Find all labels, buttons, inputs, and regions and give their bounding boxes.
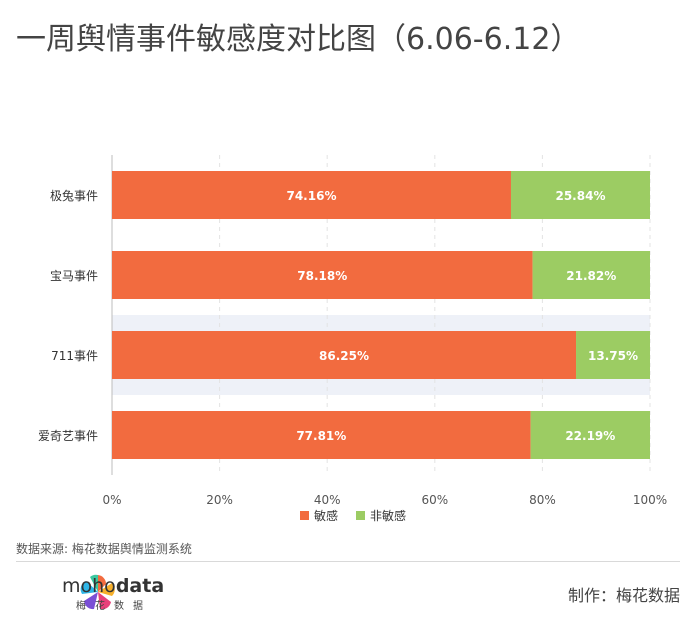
data-source-note: 数据来源: 梅花数据舆情监测系统 (16, 542, 192, 556)
bar-segment (112, 411, 531, 459)
bar-segment (112, 331, 577, 379)
bar-segment (530, 411, 650, 459)
legend-label: 非敏感 (370, 508, 406, 523)
bar-segment (576, 331, 650, 379)
bar-segment (532, 251, 650, 299)
bar-segment (112, 251, 533, 299)
x-tick-label: 0% (102, 493, 121, 507)
bar-chart: 0% 20% 40% 60% 80% 100% 极兔事件 74.16% 25.84% 宝马事件 78… (38, 155, 667, 523)
x-tick-label: 100% (633, 493, 667, 507)
legend-swatch (356, 511, 365, 520)
data-label: 86.25% (319, 349, 369, 363)
x-tick-label: 20% (206, 493, 233, 507)
logo-wordmark: mohodata (62, 575, 165, 597)
data-label: 25.84% (555, 189, 605, 203)
chart-title: 一周舆情事件敏感度对比图（6.06-6.12） (16, 22, 581, 57)
data-label: 21.82% (566, 269, 616, 283)
bar-segment (112, 171, 511, 219)
credit-text: 制作：梅花数据 (567, 586, 680, 605)
data-label: 74.16% (286, 189, 336, 203)
legend-label: 敏感 (314, 508, 338, 523)
category-label: 宝马事件 (50, 269, 98, 283)
x-tick-label: 40% (314, 493, 341, 507)
category-label: 极兔事件 (50, 188, 98, 203)
footer-divider (16, 561, 680, 562)
category-label: 711事件 (51, 349, 98, 363)
data-label: 77.81% (296, 429, 346, 443)
bar-segment (510, 171, 650, 219)
x-tick-label: 60% (421, 493, 448, 507)
category-label: 爱奇艺事件 (38, 429, 98, 443)
data-label: 22.19% (565, 429, 615, 443)
logo-subtitle: 梅花数据 (76, 601, 152, 612)
legend-swatch (300, 511, 309, 520)
data-label: 13.75% (588, 349, 638, 363)
data-label: 78.18% (297, 269, 347, 283)
mohodata-logo-icon (80, 574, 115, 610)
x-tick-label: 80% (529, 493, 556, 507)
